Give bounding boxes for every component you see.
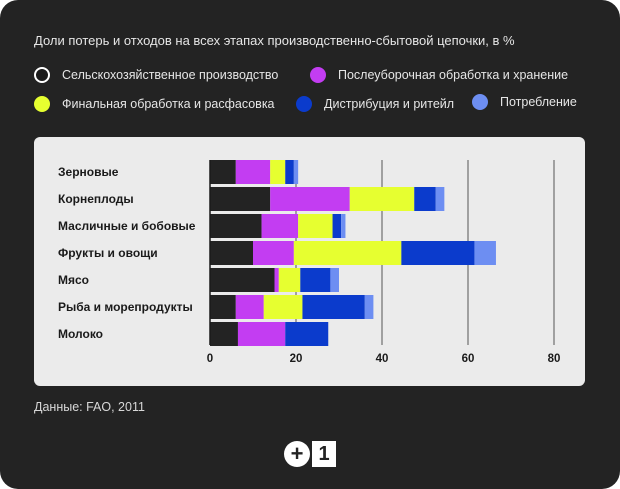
chart-title: Доли потерь и отходов на всех этапах про… — [34, 33, 515, 48]
bar-segment-4 — [474, 241, 496, 265]
bar-segment-3 — [414, 187, 436, 211]
category-label: Фрукты и овощи — [58, 246, 158, 260]
category-label: Мясо — [58, 273, 89, 287]
bar-segment-3 — [285, 160, 294, 184]
bar-segment-4 — [435, 187, 445, 211]
x-tick-label: 20 — [290, 353, 303, 365]
bar-segment-2 — [293, 241, 402, 265]
category-label: Масличные и бобовые — [58, 219, 196, 233]
legend-label-consumption: Потребление — [500, 95, 577, 109]
bar-segment-0 — [210, 295, 236, 319]
logo-plus: + — [284, 441, 310, 467]
category-label: Зерновые — [58, 165, 119, 179]
source-note: Данные: FAO, 2011 — [34, 400, 145, 414]
plot-area: 0 20 40 60 80 Зерновые Корнеплоды Масличные и б… — [34, 137, 585, 386]
legend-item-agriculture: Сельскохозяйственное производство — [34, 67, 278, 83]
bar-segment-0 — [210, 322, 238, 346]
bar-segment-0 — [210, 268, 275, 292]
bar-segment-1 — [274, 268, 279, 292]
legend-item-distribution: Дистрибуция и ритейл — [296, 96, 454, 112]
bar-segment-2 — [278, 268, 301, 292]
bar-segment-2 — [298, 214, 333, 238]
bar-segment-3 — [302, 295, 365, 319]
x-tick-label: 40 — [376, 353, 389, 365]
bar-segment-1 — [235, 160, 271, 184]
bar-segment-4 — [293, 160, 299, 184]
bar-segment-2 — [349, 187, 415, 211]
legend-item-processing: Финальная обработка и расфасовка — [34, 96, 275, 112]
bar-segment-1 — [237, 322, 286, 346]
bar-segment-0 — [210, 160, 236, 184]
x-tick-label: 80 — [548, 353, 561, 365]
legend-swatch-agriculture — [34, 67, 50, 83]
logo-one: 1 — [312, 441, 336, 467]
bar-segment-4 — [364, 295, 374, 319]
legend-swatch-processing — [34, 96, 50, 112]
legend-label-distribution: Дистрибуция и ритейл — [324, 97, 455, 111]
bar-segment-3 — [401, 241, 475, 265]
legend-swatch-consumption — [472, 94, 488, 110]
bar-segment-1 — [253, 241, 294, 265]
bar-segment-2 — [270, 160, 286, 184]
legend-swatch-postharvest — [310, 67, 326, 83]
legend-label-processing: Финальная обработка и расфасовка — [62, 97, 275, 111]
legend-label-agriculture: Сельскохозяйственное производство — [62, 68, 279, 82]
bar-segment-1 — [261, 214, 299, 238]
legend-item-consumption: Потребление — [472, 94, 577, 110]
category-label: Молоко — [58, 327, 103, 341]
bar-segment-2 — [263, 295, 303, 319]
x-tick-label: 0 — [207, 353, 213, 365]
bar-segment-0 — [210, 187, 271, 211]
bar-segment-3 — [300, 268, 331, 292]
bar-segment-3 — [285, 322, 329, 346]
category-label: Корнеплоды — [58, 192, 134, 206]
legend-label-postharvest: Послеуборочная обработка и хранение — [338, 68, 569, 82]
brand-logo: + 1 — [284, 441, 336, 467]
bar-segment-4 — [341, 214, 346, 238]
bar-segment-0 — [210, 214, 262, 238]
bar-chart: 0 20 40 60 80 Зерновые Корнеплоды Масличные и б… — [58, 160, 561, 365]
x-tick-label: 60 — [462, 353, 475, 365]
bar-segment-4 — [330, 268, 339, 292]
bar-segment-3 — [332, 214, 342, 238]
legend-swatch-distribution — [296, 96, 312, 112]
bar-segment-0 — [210, 241, 253, 265]
category-label: Рыба и морепродукты — [58, 300, 193, 314]
bar-segment-1 — [270, 187, 350, 211]
legend-item-postharvest: Послеуборочная обработка и хранение — [310, 67, 568, 83]
bar-segment-1 — [235, 295, 264, 319]
